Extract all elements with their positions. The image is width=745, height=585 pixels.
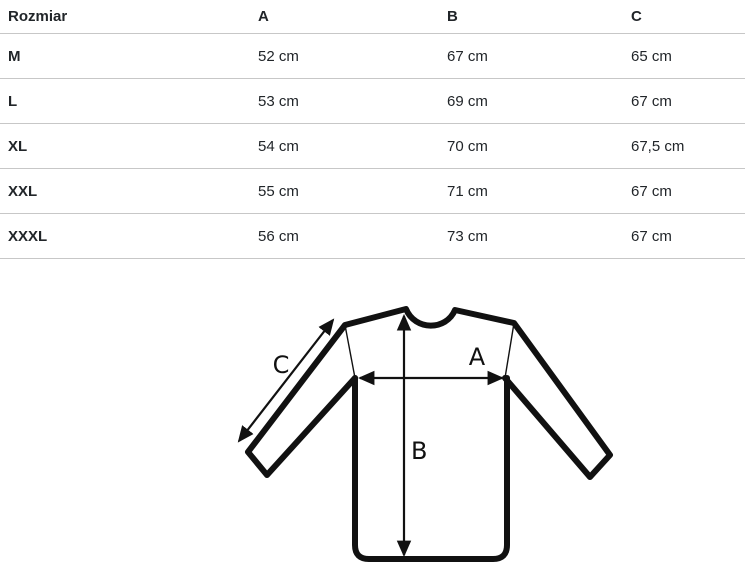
value-cell-c: 67,5 cm bbox=[631, 137, 685, 155]
label-c: C bbox=[273, 351, 290, 379]
size-table-header-row: Rozmiar A B C bbox=[0, 0, 745, 34]
header-b: B bbox=[447, 8, 458, 25]
value-cell-a: 55 cm bbox=[258, 182, 299, 200]
value-cell-b: 73 cm bbox=[447, 227, 488, 245]
table-row: XL 54 cm 70 cm 67,5 cm bbox=[0, 124, 745, 169]
shirt-outline bbox=[245, 306, 613, 480]
value-cell-b: 69 cm bbox=[447, 92, 488, 110]
value-cell-a: 54 cm bbox=[258, 137, 299, 155]
size-cell: XL bbox=[8, 137, 28, 155]
table-row: L 53 cm 69 cm 67 cm bbox=[0, 79, 745, 124]
value-cell-b: 71 cm bbox=[447, 182, 488, 200]
header-rozmiar: Rozmiar bbox=[8, 8, 68, 25]
size-cell: L bbox=[8, 92, 18, 110]
value-cell-c: 67 cm bbox=[631, 227, 672, 245]
value-cell-c: 67 cm bbox=[631, 92, 672, 110]
shoulder-seam-right bbox=[504, 322, 515, 379]
label-b: B bbox=[411, 437, 427, 465]
value-cell-a: 56 cm bbox=[258, 227, 299, 245]
shirt-measurement-diagram: A B C bbox=[237, 306, 613, 562]
value-cell-a: 53 cm bbox=[258, 92, 299, 110]
shoulder-seam-left bbox=[344, 324, 356, 379]
size-cell: M bbox=[8, 47, 21, 65]
sleeve-arrow-c bbox=[237, 318, 335, 443]
size-cell: XXL bbox=[8, 182, 38, 200]
shirt-body bbox=[352, 375, 510, 562]
value-cell-a: 52 cm bbox=[258, 47, 299, 65]
label-a: A bbox=[469, 343, 486, 371]
size-table: Rozmiar A B C M 52 cm 67 cm 65 cm L 53 c… bbox=[0, 0, 745, 259]
header-a: A bbox=[258, 8, 269, 25]
table-row: M 52 cm 67 cm 65 cm bbox=[0, 34, 745, 79]
value-cell-b: 67 cm bbox=[447, 47, 488, 65]
header-c: C bbox=[631, 8, 642, 25]
value-cell-b: 70 cm bbox=[447, 137, 488, 155]
table-row: XXXL 56 cm 73 cm 67 cm bbox=[0, 214, 745, 259]
size-cell: XXXL bbox=[8, 227, 48, 245]
value-cell-c: 67 cm bbox=[631, 182, 672, 200]
table-row: XXL 55 cm 71 cm 67 cm bbox=[0, 169, 745, 214]
value-cell-c: 65 cm bbox=[631, 47, 672, 65]
